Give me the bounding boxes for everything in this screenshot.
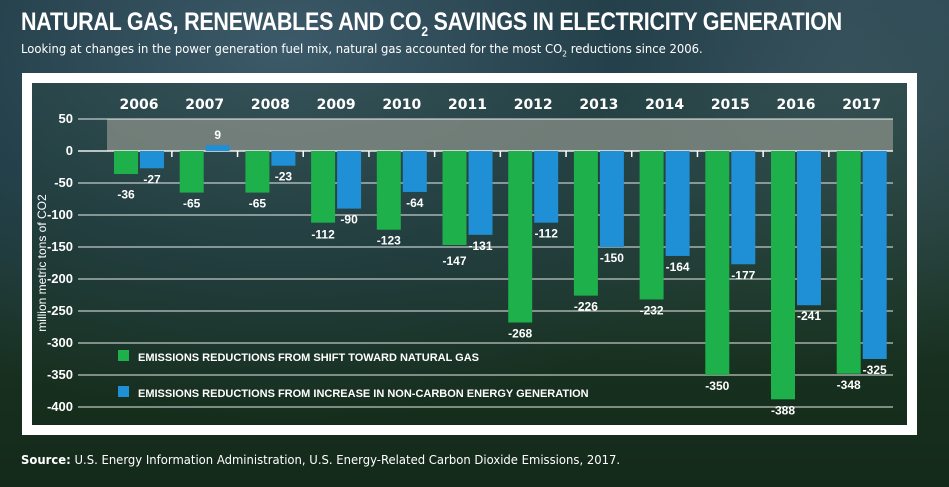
x-tick-label: 2012 xyxy=(514,97,553,113)
y-tick-label: -400 xyxy=(47,399,73,414)
bar-natural-gas xyxy=(311,151,336,223)
data-label: -164 xyxy=(666,260,690,274)
bar-natural-gas xyxy=(771,151,795,400)
x-tick-label: 2009 xyxy=(317,97,356,113)
x-tick-label: 2016 xyxy=(777,97,816,113)
y-tick-label: 50 xyxy=(59,111,73,126)
bar-non-carbon xyxy=(140,151,164,169)
y-tick-label: -200 xyxy=(47,271,73,286)
bar-natural-gas xyxy=(573,151,598,296)
y-tick-label: -150 xyxy=(47,239,73,254)
x-tick-label: 2006 xyxy=(120,97,159,113)
x-tick-label: 2010 xyxy=(382,97,421,113)
x-tick-label: 2015 xyxy=(711,97,750,113)
x-tick-label: 2014 xyxy=(645,97,684,113)
data-label: -131 xyxy=(468,239,492,253)
bar-natural-gas xyxy=(836,151,861,374)
bar-natural-gas xyxy=(114,151,138,175)
y-axis-label: million metric tons of CO2 xyxy=(35,194,49,332)
data-label: -36 xyxy=(117,187,135,201)
x-tick-label: 2017 xyxy=(842,97,881,113)
bar-non-carbon xyxy=(862,151,887,359)
source-note: Source: U.S. Energy Information Administ… xyxy=(21,452,621,467)
chart-subtitle: Looking at changes in the power generati… xyxy=(21,41,703,59)
y-tick-label: -100 xyxy=(47,207,73,222)
data-label: -112 xyxy=(311,228,335,242)
bar-non-carbon xyxy=(665,151,690,256)
data-label: -27 xyxy=(143,172,161,186)
data-label: -64 xyxy=(406,196,424,210)
y-tick-label: -50 xyxy=(54,175,73,190)
data-label: -123 xyxy=(377,234,401,248)
bar-non-carbon xyxy=(797,151,821,306)
legend-label: EMISSIONS REDUCTIONS FROM SHIFT TOWARD N… xyxy=(138,352,479,364)
data-label: -150 xyxy=(600,251,624,265)
legend-swatch xyxy=(118,350,129,361)
legend-label: EMISSIONS REDUCTIONS FROM INCREASE IN NO… xyxy=(138,388,589,400)
data-label: -65 xyxy=(249,197,267,211)
y-tick-label: -300 xyxy=(47,335,73,350)
data-label: -90 xyxy=(340,213,358,227)
x-tick-label: 2013 xyxy=(579,97,618,113)
data-label: 9 xyxy=(214,128,221,142)
bar-non-carbon xyxy=(731,151,756,265)
data-label: -65 xyxy=(183,197,201,211)
y-tick-label: -250 xyxy=(47,303,73,318)
data-label: -177 xyxy=(731,268,755,282)
x-tick-label: 2011 xyxy=(448,97,487,113)
bar-natural-gas xyxy=(376,151,401,230)
bar-non-carbon xyxy=(402,151,427,192)
x-tick-label: 2007 xyxy=(185,97,224,113)
x-tick-label: 2008 xyxy=(251,97,290,113)
data-label: -325 xyxy=(863,363,887,377)
y-tick-label: -350 xyxy=(47,367,73,382)
bar-non-carbon xyxy=(337,151,362,209)
chart-title: NATURAL GAS, RENEWABLES AND CO2 SAVINGS … xyxy=(21,8,842,39)
data-label: -226 xyxy=(574,300,598,314)
data-label: -348 xyxy=(837,378,861,392)
data-label: -350 xyxy=(705,379,729,393)
legend-swatch xyxy=(118,386,129,397)
positive-band xyxy=(107,119,893,151)
bar-natural-gas xyxy=(442,151,467,246)
bar-non-carbon xyxy=(599,151,624,247)
bar-non-carbon xyxy=(468,151,493,235)
bar-non-carbon xyxy=(534,151,559,223)
bar-natural-gas xyxy=(245,151,270,193)
data-label: -112 xyxy=(535,227,559,241)
data-label: -23 xyxy=(275,170,293,184)
bar-natural-gas xyxy=(639,151,664,300)
bar-natural-gas xyxy=(179,151,204,193)
bar-natural-gas xyxy=(705,151,730,375)
bar-non-carbon xyxy=(271,151,296,166)
data-label: -268 xyxy=(508,327,532,341)
data-label: -147 xyxy=(442,254,466,268)
data-label: -388 xyxy=(771,403,795,417)
data-label: -232 xyxy=(640,303,664,317)
y-tick-label: 0 xyxy=(66,143,73,158)
bar-non-carbon xyxy=(205,145,230,151)
bar-natural-gas xyxy=(508,151,533,323)
data-label: -241 xyxy=(797,309,821,323)
